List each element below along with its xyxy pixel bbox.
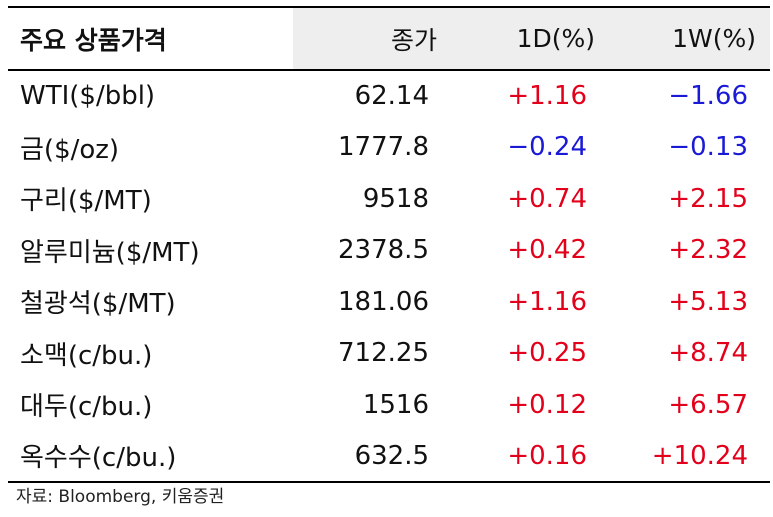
close-price: 712.25 [338,338,429,369]
table-row: 소맥(c/bu.) 712.25 +0.25 +8.74 [8,328,770,380]
commodity-name: WTI($/bbl) [20,81,156,112]
commodity-name: 소맥(c/bu.) [20,340,153,371]
table-row: 옥수수(c/bu.) 632.5 +0.16 +10.24 [8,430,770,483]
change-1w: −1.66 [668,81,748,112]
commodity-price-table: 주요 상품가격 종가 1D(%) 1W(%) WTI($/bbl) 62.14 … [8,6,770,483]
commodity-name: 금($/oz) [20,134,120,165]
close-price: 1516 [362,389,429,420]
close-price: 181.06 [338,286,429,317]
change-1d: +0.12 [507,389,587,420]
close-price: 62.14 [354,81,429,112]
change-1d: +0.25 [507,338,587,369]
change-1w: −0.13 [668,132,748,163]
change-1w: +6.57 [668,389,748,420]
source-note: 자료: Bloomberg, 키움증권 [16,487,225,507]
header-name: 주요 상품가격 [8,6,293,71]
close-price: 2378.5 [338,235,429,266]
change-1d: +1.16 [507,286,587,317]
table-row: 구리($/MT) 9518 +0.74 +2.15 [8,173,770,225]
change-1w: +2.32 [668,235,748,266]
change-1w: +8.74 [668,338,748,369]
change-1d: +0.16 [451,430,609,483]
change-1w: +5.13 [668,286,748,317]
change-1d: +0.42 [507,235,587,266]
change-1w: +2.15 [668,183,748,214]
table-row: 철광석($/MT) 181.06 +1.16 +5.13 [8,276,770,328]
header-1d: 1D(%) [451,6,609,71]
table-body: WTI($/bbl) 62.14 +1.16 −1.66 금($/oz) 177… [8,70,770,483]
table-row: 대두(c/bu.) 1516 +0.12 +6.57 [8,379,770,431]
close-price: 1777.8 [338,132,429,163]
header-close: 종가 [293,6,451,71]
close-price: 632.5 [293,430,451,483]
change-1w: +10.24 [609,430,770,483]
header-1w: 1W(%) [609,6,770,71]
commodity-name: 구리($/MT) [20,186,152,217]
close-price: 9518 [362,183,429,214]
table-row: 금($/oz) 1777.8 −0.24 −0.13 [8,122,770,174]
commodity-name: 알루미늄($/MT) [20,237,200,268]
change-1d: −0.24 [507,132,587,163]
table-row: 알루미늄($/MT) 2378.5 +0.42 +2.32 [8,225,770,277]
table-header-row: 주요 상품가격 종가 1D(%) 1W(%) [8,6,770,71]
commodity-price-table-container: 주요 상품가격 종가 1D(%) 1W(%) WTI($/bbl) 62.14 … [8,6,770,483]
commodity-name: 옥수수(c/bu.) [8,430,293,483]
table-row: WTI($/bbl) 62.14 +1.16 −1.66 [8,70,770,122]
change-1d: +0.74 [507,183,587,214]
commodity-name: 대두(c/bu.) [20,392,153,423]
commodity-name: 철광석($/MT) [20,289,176,320]
change-1d: +1.16 [507,81,587,112]
